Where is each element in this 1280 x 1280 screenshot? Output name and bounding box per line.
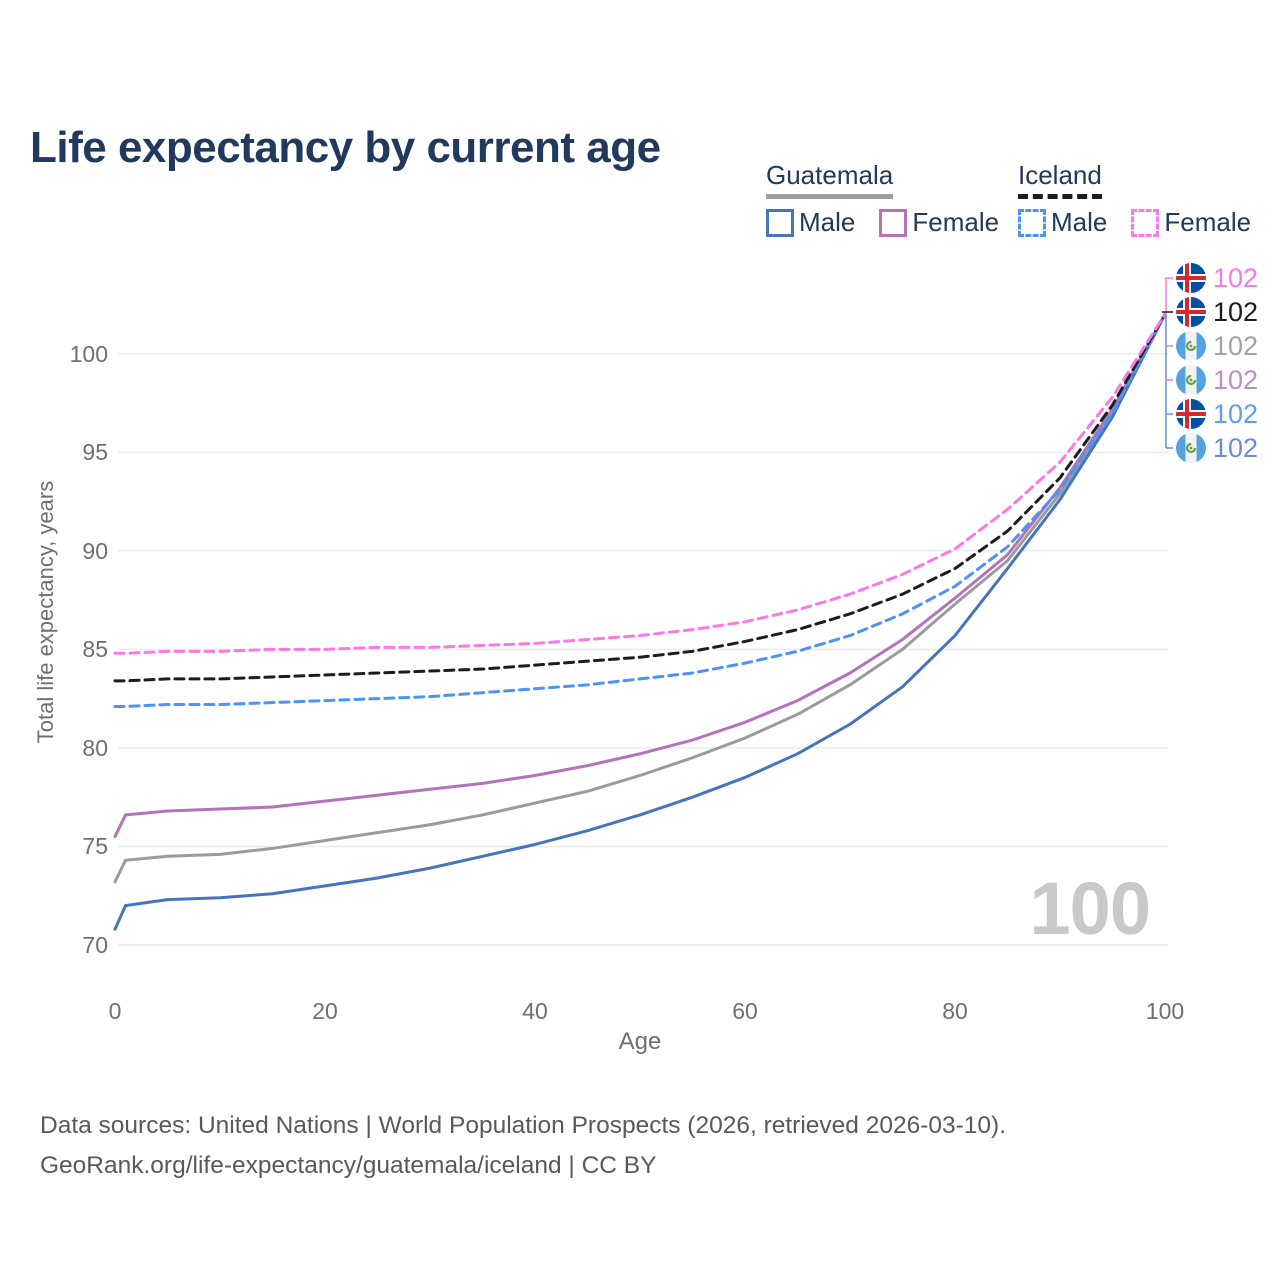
guatemala-flag-icon bbox=[1176, 433, 1206, 463]
y-tick-label: 80 bbox=[82, 734, 108, 761]
end-label-iceland-male: 102 bbox=[1176, 399, 1258, 429]
guatemala-flag-icon bbox=[1176, 365, 1206, 395]
series-line-iceland-total bbox=[113, 312, 1167, 683]
legend-swatch-guatemala-female bbox=[879, 208, 908, 237]
iceland-flag-icon bbox=[1176, 263, 1206, 293]
legend-label-iceland-female: Female bbox=[1164, 207, 1252, 237]
legend-label-guatemala-female: Female bbox=[912, 207, 1000, 237]
end-label-value: 102 bbox=[1213, 330, 1259, 361]
end-label-value: 102 bbox=[1213, 262, 1259, 293]
iceland-flag-icon bbox=[1176, 297, 1206, 327]
data-sources-text: Data sources: United Nations | World Pop… bbox=[40, 1112, 1007, 1139]
series-line-guatemala-female bbox=[113, 312, 1167, 839]
end-label-value: 102 bbox=[1213, 432, 1259, 463]
end-label-value: 102 bbox=[1213, 296, 1259, 327]
x-axis-title: Age bbox=[618, 1028, 662, 1055]
chart-footer: Data sources: United Nations | World Pop… bbox=[40, 1106, 1006, 1186]
series-line-iceland-male bbox=[113, 312, 1167, 709]
legend-country-guatemala: Guatemala bbox=[766, 160, 894, 199]
iceland-flag-icon bbox=[1176, 399, 1206, 429]
y-axis-title: Total life expectancy, years bbox=[33, 480, 58, 744]
legend-label-guatemala-male: Male bbox=[799, 207, 856, 237]
series-line-iceland-female bbox=[113, 312, 1167, 655]
end-label-iceland-female: 102 bbox=[1176, 263, 1258, 293]
attribution-text: GeoRank.org/life-expectancy/guatemala/ic… bbox=[40, 1152, 657, 1179]
end-label-guatemala-male: 102 bbox=[1176, 433, 1258, 463]
end-label-guatemala-female: 102 bbox=[1176, 365, 1258, 395]
end-label-iceland-total: 102 bbox=[1176, 297, 1258, 327]
legend-country-iceland: Iceland bbox=[1018, 160, 1102, 199]
x-tick-label: 60 bbox=[732, 998, 758, 1024]
legend-swatch-iceland-male bbox=[1018, 208, 1046, 237]
y-tick-label: 95 bbox=[82, 439, 108, 466]
series-line-guatemala-male bbox=[113, 312, 1167, 931]
legend-group-guatemala: Guatemala Male Female bbox=[766, 160, 999, 238]
legend-group-iceland: Iceland Male Female bbox=[1018, 160, 1251, 238]
y-tick-label: 85 bbox=[82, 636, 108, 663]
x-tick-label: 0 bbox=[108, 998, 122, 1024]
age-watermark: 100 bbox=[1029, 867, 1151, 950]
x-tick-label: 20 bbox=[312, 998, 338, 1024]
end-label-guatemala-total: 102 bbox=[1176, 331, 1258, 361]
legend-swatch-iceland-female bbox=[1131, 208, 1160, 237]
end-label-value: 102 bbox=[1213, 364, 1259, 395]
leader-line bbox=[1165, 277, 1173, 315]
x-tick-label: 40 bbox=[522, 998, 548, 1024]
y-tick-label: 90 bbox=[82, 537, 108, 564]
legend-swatch-guatemala-male bbox=[766, 208, 794, 237]
x-tick-label: 80 bbox=[942, 998, 968, 1024]
legend-label-iceland-male: Male bbox=[1051, 207, 1108, 237]
page-title: Life expectancy by current age bbox=[30, 123, 661, 173]
x-tick-label: 100 bbox=[1145, 998, 1185, 1024]
end-label-value: 102 bbox=[1213, 398, 1259, 429]
guatemala-flag-icon bbox=[1176, 331, 1206, 361]
series-line-guatemala-total bbox=[113, 312, 1167, 884]
y-tick-label: 75 bbox=[82, 833, 108, 860]
y-tick-label: 100 bbox=[69, 340, 108, 367]
y-tick-label: 70 bbox=[82, 932, 108, 958]
